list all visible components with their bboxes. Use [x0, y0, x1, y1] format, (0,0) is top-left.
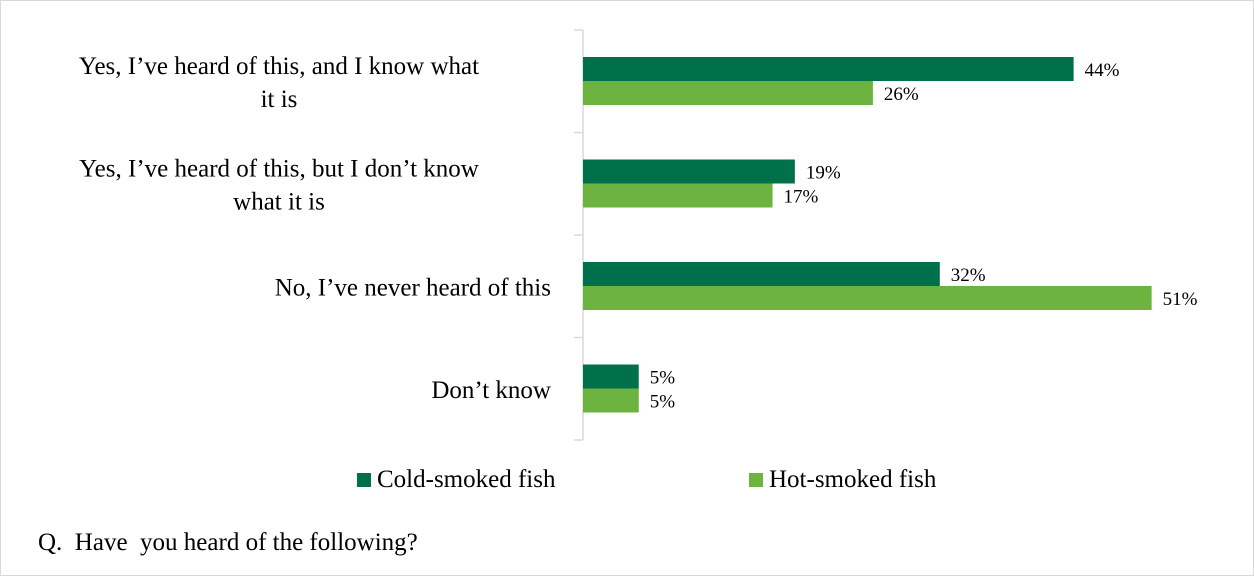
data-label: 26%: [884, 84, 919, 105]
category-label: Yes, I’ve heard of this, but I don’t kno…: [79, 155, 479, 182]
data-label: 17%: [784, 187, 819, 208]
question-text: Q. Have you heard of the following?: [38, 529, 418, 556]
legend-label-cold-smoked: Cold-smoked fish: [377, 466, 556, 493]
data-label: 44%: [1085, 60, 1120, 81]
bar-hot-smoked: [583, 388, 639, 413]
category-label: Don’t know: [431, 377, 551, 404]
data-label: 51%: [1163, 289, 1198, 310]
bar-cold-smoked: [583, 262, 940, 286]
bar-cold-smoked: [583, 364, 639, 389]
bar-hot-smoked: [583, 183, 773, 208]
bar-cold-smoked: [583, 159, 795, 184]
legend-label-hot-smoked: Hot-smoked fish: [769, 466, 937, 493]
category-labels: Yes, I’ve heard of this, and I know what…: [79, 53, 551, 404]
bar-chart: Yes, I’ve heard of this, and I know what…: [79, 29, 1198, 441]
bar-hot-smoked: [583, 286, 1152, 310]
legend: Cold-smoked fish Hot-smoked fish: [0, 462, 1254, 498]
value-labels: 44% 19% 32% 5% 26% 17% 51% 5%: [650, 60, 1198, 413]
data-label: 5%: [650, 392, 676, 413]
data-label: 32%: [951, 265, 986, 286]
legend-swatch-cold-smoked: [357, 473, 371, 487]
data-label: 19%: [806, 163, 841, 184]
category-label: Yes, I’ve heard of this, and I know what: [79, 53, 479, 80]
category-label: what it is: [233, 188, 325, 215]
data-label: 5%: [650, 368, 676, 389]
axis-layer: [574, 29, 584, 441]
legend-swatch-hot-smoked: [749, 473, 763, 487]
legend-item-hot-smoked: Hot-smoked fish: [749, 462, 936, 498]
bars: [583, 57, 1152, 413]
bar-cold-smoked: [583, 57, 1074, 81]
legend-item-cold-smoked: Cold-smoked fish: [357, 462, 555, 498]
category-label: it is: [261, 86, 298, 113]
bar-hot-smoked: [583, 81, 873, 105]
category-label: No, I’ve never heard of this: [275, 274, 551, 301]
